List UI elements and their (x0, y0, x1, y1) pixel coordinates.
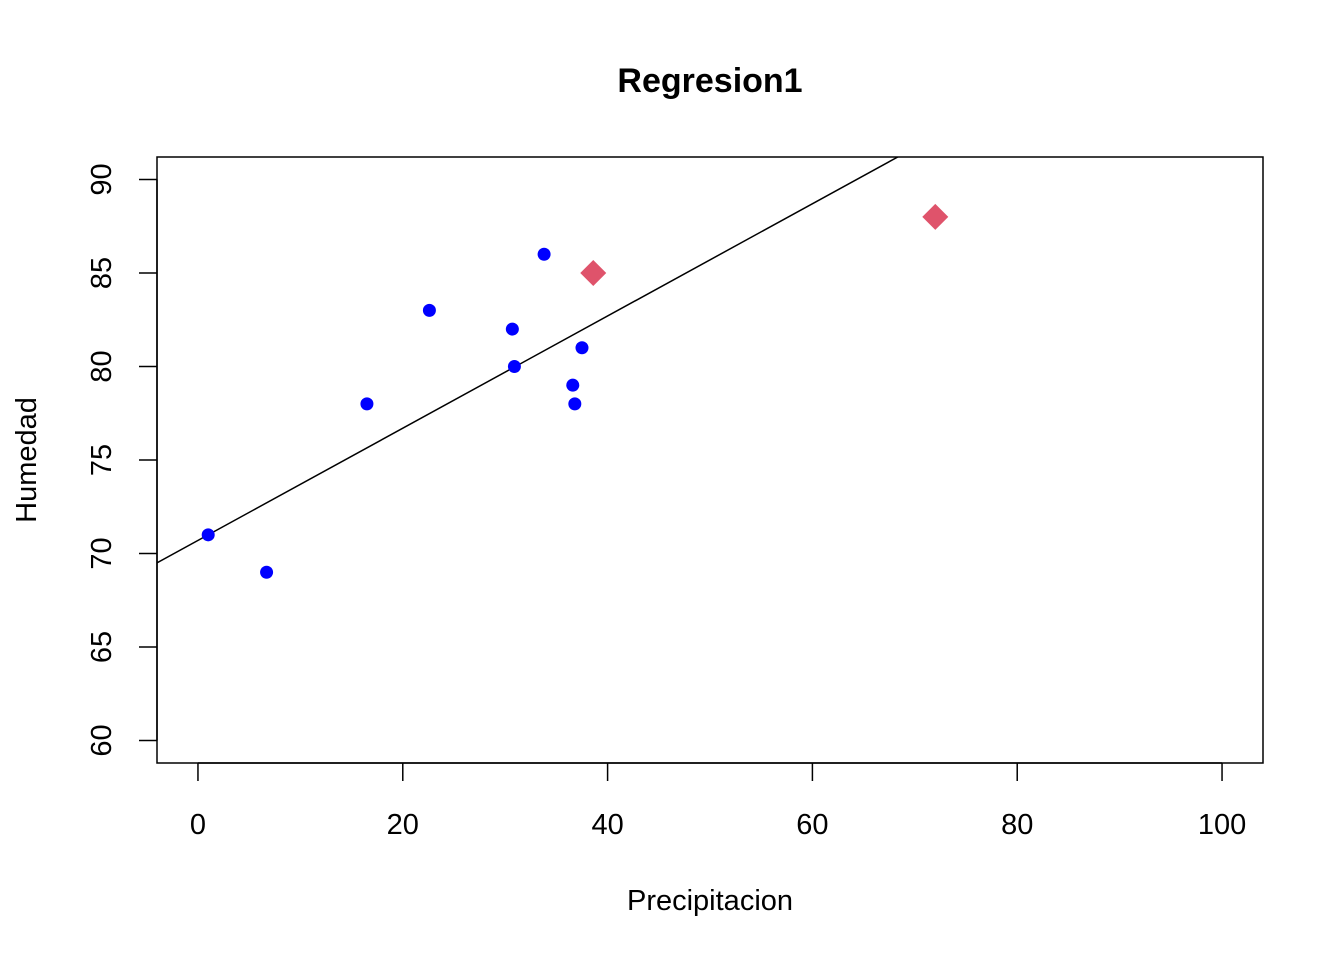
y-tick-label: 65 (86, 631, 118, 663)
data-point (568, 397, 582, 411)
series-0 (201, 247, 589, 579)
data-point (360, 397, 374, 411)
x-tick-label: 40 (591, 809, 623, 841)
plot-frame (156, 156, 1264, 764)
data-point (201, 528, 215, 542)
data-point (566, 378, 580, 392)
data-point (505, 322, 519, 336)
data-point (422, 303, 436, 317)
y-tick-label: 85 (86, 257, 118, 289)
data-point (507, 359, 521, 373)
chart-title: Regresion1 (617, 62, 802, 100)
regression-line (157, 157, 900, 564)
data-point-diamond (922, 203, 949, 230)
data-point-diamond (580, 259, 607, 286)
data-point (575, 341, 589, 355)
x-axis: 0 20 40 60 80 100 (190, 762, 1246, 841)
x-tick-label: 80 (1001, 809, 1033, 841)
y-axis: 60 65 70 75 80 85 90 (86, 163, 158, 757)
x-tick-label: 60 (796, 809, 828, 841)
plot-area (156, 156, 1264, 764)
x-tick-label: 100 (1198, 809, 1246, 841)
x-tick-label: 0 (190, 809, 206, 841)
y-tick-label: 90 (86, 163, 118, 195)
x-axis-label: Precipitacion (627, 885, 793, 917)
data-point (260, 565, 274, 579)
x-tick-label: 20 (387, 809, 419, 841)
y-tick-label: 75 (86, 444, 118, 476)
y-tick-label: 70 (86, 537, 118, 569)
data-point (537, 247, 551, 261)
series-1 (580, 203, 949, 286)
y-axis-label: Humedad (11, 397, 43, 523)
y-tick-label: 80 (86, 350, 118, 382)
y-tick-label: 60 (86, 724, 118, 756)
